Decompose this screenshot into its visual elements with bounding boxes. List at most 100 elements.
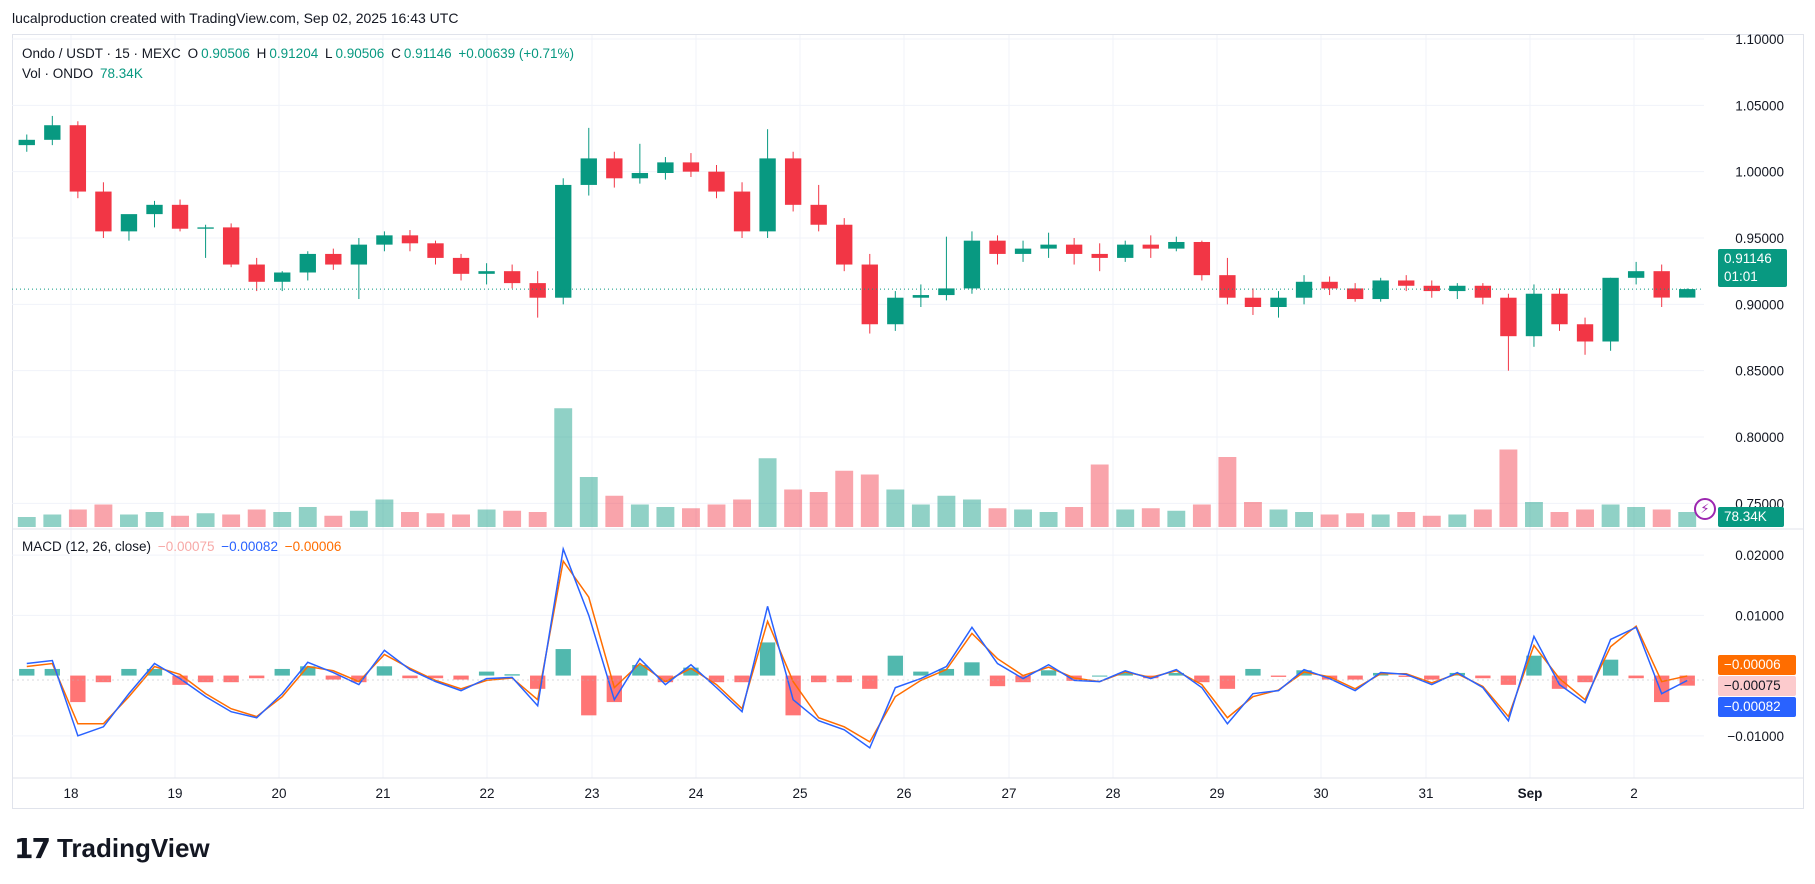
macd-histogram-bar <box>453 675 469 680</box>
high-label: H <box>256 46 267 61</box>
macd-histogram-bar <box>300 666 316 676</box>
time-tick-label: 30 <box>1313 786 1328 801</box>
volume-bar <box>247 509 266 527</box>
time-tick-label: 24 <box>688 786 704 801</box>
volume-bar <box>988 508 1007 527</box>
tradingview-logo[interactable]: 17 TradingView <box>14 832 210 865</box>
volume-bar <box>1371 514 1390 527</box>
time-tick-label: 22 <box>479 786 494 801</box>
macd-histogram-bar <box>683 667 699 676</box>
macd-histogram-bar <box>1628 675 1644 679</box>
volume-bar <box>784 489 803 527</box>
grid <box>12 35 1704 778</box>
candle-body <box>1142 244 1159 249</box>
macd-histogram-bar <box>913 671 929 676</box>
time-tick-label: Sep <box>1518 786 1543 801</box>
volume-bar <box>503 510 522 527</box>
high-value: 0.91204 <box>269 46 319 61</box>
price-tick-label: 0.80000 <box>1735 430 1784 445</box>
volume-bar <box>1678 512 1697 527</box>
candle-body <box>146 204 163 215</box>
volume-bar <box>298 507 317 527</box>
macd-histogram-bar <box>325 675 341 680</box>
macd-hist-badge: −0.00075 <box>1718 676 1796 696</box>
candle-body <box>171 204 189 229</box>
macd-histogram-bar <box>1602 659 1619 676</box>
volume-bar <box>1090 464 1109 527</box>
volume-bar <box>196 513 215 527</box>
volume-bar <box>1601 504 1620 527</box>
volume-bar <box>120 514 138 527</box>
macd-histogram-bar <box>1219 675 1236 689</box>
candle-body <box>1117 244 1134 258</box>
macd-histogram-bar <box>504 674 520 676</box>
macd-label[interactable]: MACD (12, 26, close) <box>22 539 152 554</box>
volume-bar <box>1346 513 1365 527</box>
macd-line <box>26 546 1688 750</box>
candle-body <box>1014 248 1032 254</box>
macd-histogram-bar <box>555 649 571 676</box>
volume-bar <box>886 489 905 527</box>
candle-body <box>963 240 981 289</box>
volume-bar <box>963 499 981 527</box>
macd-histogram-bar <box>1526 655 1542 676</box>
candle-body <box>861 264 878 325</box>
symbol-name[interactable]: Ondo / USDT · 15 · MEXC <box>22 46 181 61</box>
volume-bar <box>1448 514 1467 527</box>
candle-body <box>376 235 393 245</box>
price-tick-label: 0.95000 <box>1735 231 1784 246</box>
time-tick-label: 2 <box>1630 786 1638 801</box>
chart-frame[interactable] <box>12 34 1804 809</box>
volume-bar <box>477 509 496 527</box>
volume-bar <box>426 513 445 527</box>
time-tick-label: 29 <box>1209 786 1224 801</box>
change-value: +0.00639 (+0.71%) <box>458 46 574 61</box>
macd-histogram-bar <box>1347 675 1363 680</box>
candle-body <box>1193 241 1211 276</box>
symbol-legend: Ondo / USDT · 15 · MEXC O 0.90506 H 0.9120… <box>22 46 577 61</box>
candle-body <box>1091 253 1108 258</box>
volume-bar <box>1192 504 1211 527</box>
candle-body <box>1270 297 1287 307</box>
candle-body <box>631 172 649 179</box>
volume-bar <box>911 504 930 527</box>
candle-body <box>120 214 138 232</box>
time-tick-label: 28 <box>1105 786 1120 801</box>
macd-signal-value: −0.00006 <box>284 539 342 554</box>
macd-histogram-bar <box>1577 675 1593 683</box>
time-tick-label: 19 <box>167 786 182 801</box>
macd-histogram-bar <box>887 655 903 676</box>
candle-body <box>274 272 291 282</box>
volume-label[interactable]: Vol · ONDO <box>22 66 94 81</box>
macd-histogram-bar <box>478 671 495 676</box>
candle-body <box>912 295 930 298</box>
volume-bar <box>937 495 956 527</box>
macd-histogram-bar <box>811 675 827 683</box>
candles <box>18 115 1696 371</box>
volume-bar <box>1550 512 1569 527</box>
volume-bar <box>682 508 700 527</box>
countdown-text: 01:01 <box>1724 269 1758 284</box>
last-price-badge: 0.91146 01:01 <box>1718 249 1787 287</box>
volume-bar <box>145 512 164 527</box>
macd-histogram-bar <box>938 668 955 676</box>
candle-body <box>529 283 546 298</box>
candle-body <box>427 243 444 258</box>
candle-body <box>222 227 240 265</box>
macd-histogram-bar <box>223 675 239 683</box>
candle-body <box>555 184 572 298</box>
macd-tick-label: −0.01000 <box>1727 729 1784 744</box>
volume-bar <box>1320 514 1339 527</box>
volume-bar <box>1244 502 1262 527</box>
macd-line-value: −0.00082 <box>221 539 278 554</box>
macd-histogram-bar <box>351 675 367 683</box>
price-tick-label: 0.85000 <box>1735 364 1784 379</box>
candle-body <box>401 235 419 244</box>
macd-histogram-bar <box>249 675 265 679</box>
candle-body <box>1321 281 1338 289</box>
volume-bar <box>1167 510 1186 527</box>
volume-bar <box>1014 509 1032 527</box>
lightning-icon[interactable]: ⚡ <box>1694 498 1716 520</box>
candle-body <box>44 125 61 140</box>
